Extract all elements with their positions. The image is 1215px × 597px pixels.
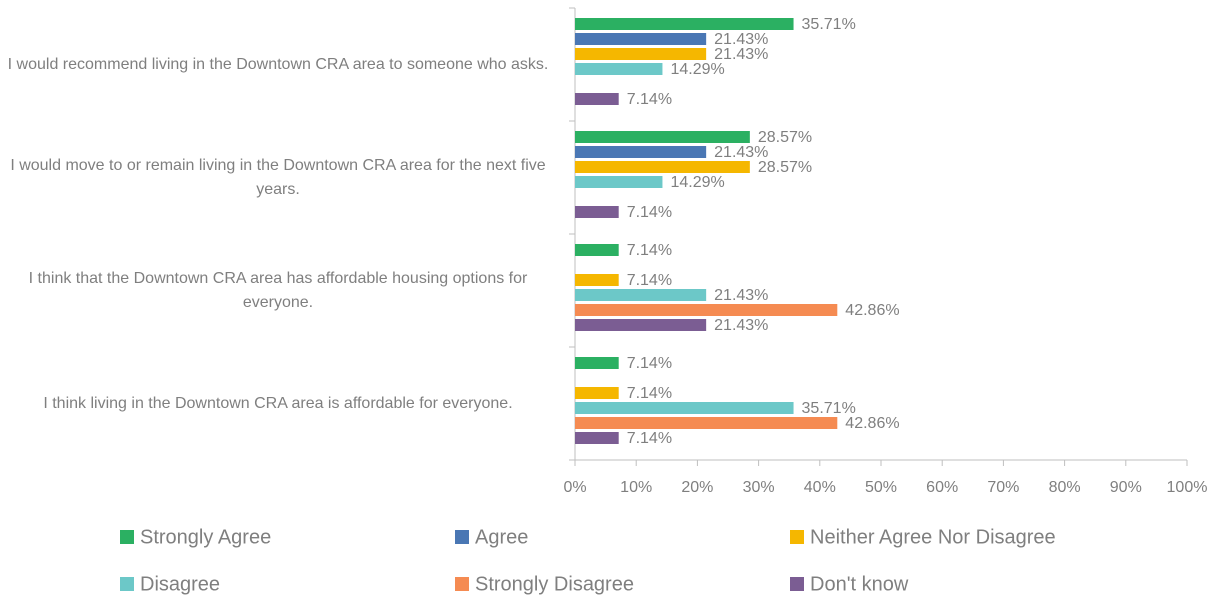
legend-label: Agree [475, 526, 528, 548]
legend-swatch [455, 530, 469, 544]
category-label: I would move to or remain living in the … [10, 156, 546, 198]
bar [575, 304, 838, 316]
value-label: 7.14% [627, 385, 672, 402]
category-label: I would recommend living in the Downtown… [7, 55, 549, 73]
value-label: 21.43% [714, 317, 768, 334]
value-label: 14.29% [670, 174, 724, 191]
bar [575, 93, 619, 105]
x-tick-label: 30% [743, 479, 775, 496]
x-tick-label: 40% [804, 479, 836, 496]
value-label: 35.71% [802, 16, 856, 33]
legend-label: Strongly Agree [140, 526, 271, 548]
x-tick-label: 70% [987, 479, 1019, 496]
value-label: 21.43% [714, 287, 768, 304]
bar [575, 417, 838, 429]
value-label: 7.14% [627, 91, 672, 108]
bar [575, 274, 619, 286]
value-label: 28.57% [758, 159, 812, 176]
bar [575, 131, 750, 143]
value-label: 42.86% [845, 302, 899, 319]
legend-swatch [120, 577, 134, 591]
value-label: 7.14% [627, 355, 672, 372]
x-tick-label: 0% [563, 479, 586, 496]
x-tick-label: 50% [865, 479, 897, 496]
value-label: 21.43% [714, 31, 768, 48]
bar [575, 206, 619, 218]
bar [575, 146, 707, 158]
bar [575, 319, 707, 331]
category-label: I think that the Downtown CRA area has a… [28, 269, 528, 311]
value-label: 21.43% [714, 144, 768, 161]
bar [575, 387, 619, 399]
legend-swatch [455, 577, 469, 591]
value-label: 14.29% [670, 61, 724, 78]
x-tick-label: 90% [1110, 479, 1142, 496]
bar [575, 33, 707, 45]
value-label: 42.86% [845, 415, 899, 432]
value-label: 7.14% [627, 430, 672, 447]
legend-label: Strongly Disagree [475, 573, 634, 595]
bar [575, 18, 794, 30]
bar [575, 48, 707, 60]
bar [575, 289, 707, 301]
bar [575, 161, 750, 173]
bar [575, 244, 619, 256]
bar [575, 63, 663, 75]
value-label: 28.57% [758, 129, 812, 146]
value-label: 7.14% [627, 242, 672, 259]
bar [575, 402, 794, 414]
x-tick-label: 60% [926, 479, 958, 496]
bar [575, 432, 619, 444]
x-tick-label: 10% [620, 479, 652, 496]
legend-label: Disagree [140, 573, 220, 595]
x-tick-label: 100% [1167, 479, 1208, 496]
bar [575, 176, 663, 188]
legend-swatch [120, 530, 134, 544]
value-label: 7.14% [627, 272, 672, 289]
value-label: 21.43% [714, 46, 768, 63]
legend-swatch [790, 530, 804, 544]
value-label: 35.71% [802, 400, 856, 417]
x-tick-label: 20% [681, 479, 713, 496]
value-label: 7.14% [627, 204, 672, 221]
legend-swatch [790, 577, 804, 591]
category-label: I think living in the Downtown CRA area … [43, 394, 513, 412]
legend-label: Don't know [810, 573, 909, 595]
legend-label: Neither Agree Nor Disagree [810, 526, 1056, 548]
bar [575, 357, 619, 369]
x-tick-label: 80% [1049, 479, 1081, 496]
